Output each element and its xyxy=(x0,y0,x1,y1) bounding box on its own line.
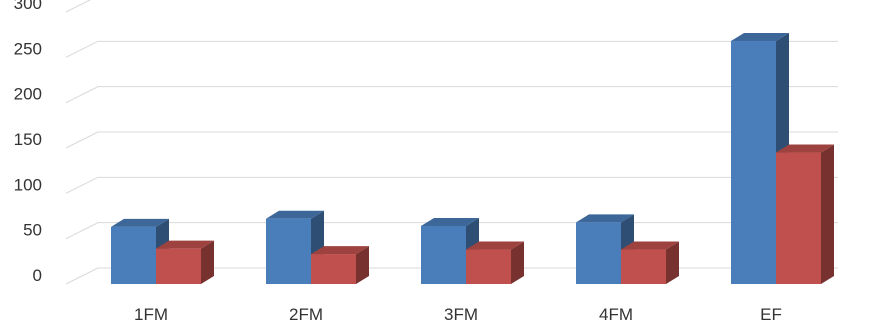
y-tick-label: 150 xyxy=(14,130,42,149)
y-tick-label: 100 xyxy=(14,175,42,194)
bar-top xyxy=(776,144,834,153)
x-category-label: 1FM xyxy=(134,305,168,324)
bar-front xyxy=(111,226,156,284)
x-category-label: EF xyxy=(760,305,782,324)
gridline-100 xyxy=(65,176,838,194)
bar-top xyxy=(311,246,369,255)
x-category-label: 4FM xyxy=(599,305,633,324)
bar-front xyxy=(311,254,356,284)
gridline-150 xyxy=(65,131,838,149)
bar-top xyxy=(156,240,214,249)
bar-front xyxy=(156,248,201,284)
x-category-label: 2FM xyxy=(289,305,323,324)
bar-front xyxy=(731,41,776,284)
bar-front xyxy=(266,218,311,284)
bar-front xyxy=(576,222,621,284)
bar-4FM-s2 xyxy=(621,241,679,284)
bar-top xyxy=(576,214,634,223)
bar-1FM-s2 xyxy=(156,240,214,284)
bar-top xyxy=(111,218,169,227)
y-axis: 0 50 100 150 200 250 300 xyxy=(14,0,42,285)
y-tick-label: 200 xyxy=(14,85,42,104)
bars xyxy=(111,33,834,284)
bar-side xyxy=(511,241,524,284)
x-category-label: 3FM xyxy=(444,305,478,324)
gridline-250 xyxy=(65,40,838,58)
bar-top xyxy=(621,241,679,250)
y-tick-label: 250 xyxy=(14,39,42,58)
bar-3FM-s2 xyxy=(466,241,524,284)
bar-side xyxy=(821,144,834,284)
bar-top xyxy=(466,241,524,250)
gridline-200 xyxy=(65,86,838,104)
bar-front xyxy=(621,249,666,284)
bar-side xyxy=(356,246,369,284)
bar-front xyxy=(421,225,466,284)
bar-front xyxy=(466,249,511,284)
bar-top xyxy=(421,217,479,226)
bar-top xyxy=(266,210,324,219)
gridline-300 xyxy=(65,0,92,13)
bar-EF-s2 xyxy=(776,144,834,284)
bar-side xyxy=(666,241,679,284)
x-axis: 1FM 2FM 3FM 4FM EF xyxy=(134,305,782,324)
bar-top xyxy=(731,33,789,42)
y-tick-label: 0 xyxy=(33,266,42,285)
y-tick-label: 300 xyxy=(14,0,42,13)
bar-front xyxy=(776,152,821,284)
bar-side xyxy=(201,240,214,284)
y-tick-label: 50 xyxy=(23,221,42,240)
bar-2FM-s2 xyxy=(311,246,369,284)
